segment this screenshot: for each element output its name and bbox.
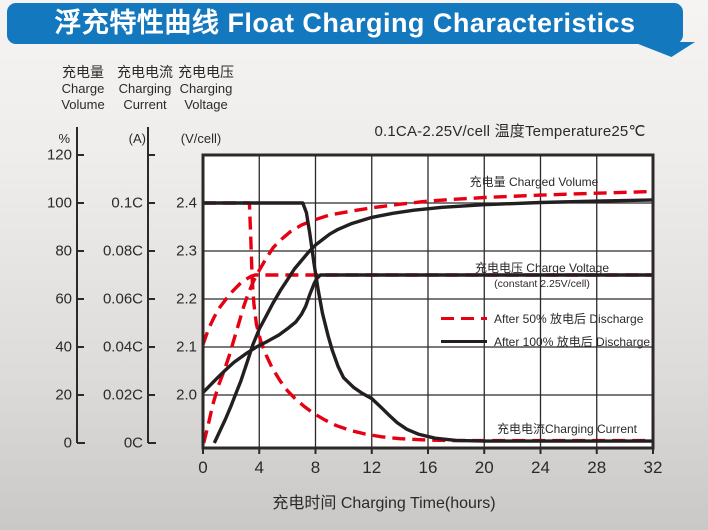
voltage-axis-header: 充电电压 Charging Voltage [162, 64, 250, 113]
current-tick-label: 0.02C [102, 386, 143, 404]
time-tick-label: 16 [418, 458, 438, 477]
current-axis-title-cn: 充电电流 [117, 64, 173, 80]
time-axis-label: 充电时间 Charging Time(hours) [272, 495, 496, 512]
voltage-tick-label: 2.0 [176, 386, 197, 404]
charge-voltage-label: 充电电压 Charge Voltage [474, 261, 610, 275]
volume-tick-label: 40 [55, 338, 72, 356]
current-tick-label: 0.04C [102, 338, 143, 356]
current-axis-unit: (A) [128, 131, 146, 146]
curve-charged-volume-after-100-discharge [212, 198, 654, 444]
current-tick-label: 0.08C [102, 242, 143, 260]
time-tick-label: 24 [531, 458, 550, 477]
voltage-tick-label: 2.1 [176, 338, 197, 356]
volume-tick-label: 0 [63, 434, 72, 452]
title-banner: 浮充特性曲线 Float Charging Characteristics [7, 3, 683, 44]
legend-solid-line-sample [441, 340, 487, 343]
volume-tick-label: 120 [46, 146, 72, 164]
volume-tick-label: 100 [46, 194, 72, 212]
voltage-axis-title-cn: 充电电压 [178, 64, 234, 80]
voltage-tick-label: 2.2 [176, 290, 197, 308]
voltage-tick-label: 2.4 [176, 194, 197, 212]
legend-label-50pct: After 50% 放电后 Discharge [494, 312, 644, 326]
curve-charge-voltage-after-50-discharge [201, 273, 653, 346]
curve-charge-voltage-after-100-discharge [201, 273, 653, 394]
test-condition-label: 0.1CA-2.25V/cell 温度Temperature25℃ [374, 123, 646, 140]
volume-axis-unit: % [58, 131, 70, 146]
time-tick-label: 4 [254, 458, 264, 477]
voltage-axis-unit: (V/cell) [180, 131, 222, 146]
charged-volume-label: 充电量 Charged Volume [469, 175, 599, 189]
current-axis-title-en2: Current [123, 97, 167, 112]
time-tick-label: 28 [587, 458, 607, 477]
current-tick-label: 0.06C [102, 290, 143, 308]
legend-label-100pct: After 100% 放电后 Discharge [494, 335, 651, 349]
current-axis-header: 充电电流 Charging Current [101, 64, 189, 113]
voltage-tick-label: 2.3 [176, 242, 197, 260]
current-tick-label: 0.1C [111, 194, 143, 212]
curve-charged-volume-after-50-discharge [202, 189, 654, 444]
time-tick-label: 8 [310, 458, 321, 477]
voltage-axis-title-en2: Voltage [184, 97, 228, 112]
legend-item-100pct: After 100% 放电后 Discharge [441, 330, 650, 353]
voltage-axis-title-en1: Charging [179, 81, 233, 96]
volume-tick-label: 20 [55, 386, 72, 404]
volume-axis-title-en2: Volume [61, 97, 105, 112]
time-tick-label: 20 [474, 458, 494, 477]
volume-tick-label: 80 [55, 242, 72, 260]
time-tick-label: 0 [198, 458, 208, 477]
volume-tick-label: 60 [55, 290, 72, 308]
legend-item-50pct: After 50% 放电后 Discharge [441, 307, 650, 330]
charging-current-label: 充电电流Charging Current [496, 422, 638, 436]
current-tick-label: 0C [123, 434, 143, 452]
volume-axis-title-en1: Charge [61, 81, 105, 96]
time-tick-label: 32 [643, 458, 663, 477]
legend-dashed-line-sample [441, 317, 487, 320]
page-title: 浮充特性曲线 Float Charging Characteristics [54, 8, 636, 38]
volume-axis-title-cn: 充电量 [62, 64, 104, 80]
legend: After 50% 放电后 Discharge After 100% 放电后 D… [441, 307, 650, 353]
charge-voltage-sub-label: (constant 2.25V/cell) [494, 278, 590, 290]
time-tick-label: 12 [362, 458, 382, 477]
current-axis-title-en1: Charging [118, 81, 172, 96]
curve-charging-current-after-100-discharge [203, 201, 653, 443]
plot-border [201, 153, 655, 450]
volume-axis-header: 充电量 Charge Volume [39, 64, 127, 113]
